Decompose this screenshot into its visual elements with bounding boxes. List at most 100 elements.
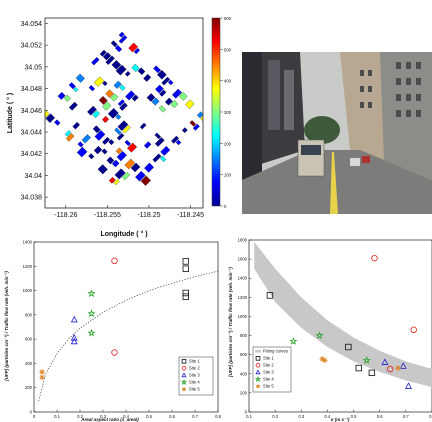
map-xlabel: Longitude ( ° )	[100, 230, 147, 238]
point-site-2	[112, 258, 118, 264]
legend-label: Site 5	[263, 384, 274, 389]
map-ylabel: Latitude ( ° )	[6, 93, 14, 134]
y-tick-label: 800	[240, 333, 248, 338]
map-xtick-label: -118.26	[54, 212, 77, 219]
building-block	[160, 156, 166, 162]
map-ytick-label: 34.04	[24, 173, 42, 180]
y-tick-label: 200	[25, 385, 33, 390]
building-block	[140, 123, 146, 129]
x-tick-label: 0.4	[123, 414, 129, 419]
street-photo	[242, 52, 432, 214]
x-tick-label: 0.2	[77, 414, 83, 419]
y-tick-label: 1200	[238, 295, 248, 300]
building-block	[73, 122, 80, 129]
y-tick-label: 600	[25, 337, 33, 342]
map-buildings	[38, 31, 211, 204]
legend-marker	[182, 387, 186, 391]
building-block	[94, 146, 102, 154]
building-block	[125, 140, 131, 146]
y-tick-label: 400	[240, 371, 248, 376]
point-site-3	[71, 335, 77, 340]
x-tick-label: 0.6	[169, 414, 175, 419]
point-site-1	[369, 370, 375, 376]
legend-label: Site 3	[189, 373, 200, 378]
building-block	[102, 137, 110, 145]
map-panel: -118.26 -118.255 -118.25 -118.24534.05434.0…	[6, 16, 232, 238]
x-tick-label: 0	[33, 414, 36, 419]
building-block	[94, 77, 104, 87]
colorbar-tick-label: 0	[224, 204, 227, 209]
point-site-5	[322, 358, 328, 364]
x-tick-label: 0.1	[54, 414, 60, 419]
map-ytick-label: 34.038	[21, 195, 43, 202]
point-site-3	[71, 317, 77, 322]
map-ytick-label: 34.042	[21, 151, 43, 158]
point-site-2	[372, 255, 378, 261]
x-tick-label: 0.5	[351, 414, 357, 419]
building-block	[102, 116, 109, 123]
map-ytick-label: 34.054	[21, 21, 43, 28]
legend-label: Site 5	[189, 387, 200, 392]
x-tick-label: 0.8	[215, 414, 221, 419]
point-site-1	[183, 259, 189, 265]
point-site-5	[395, 365, 401, 371]
map-xtick-label: -118.245	[177, 212, 204, 219]
map-frame	[45, 18, 203, 208]
building-block	[190, 120, 196, 126]
building-block	[98, 164, 108, 174]
map-ytick-label: 34.044	[21, 130, 43, 137]
y-tick-label: 600	[240, 352, 248, 357]
point-site-4	[291, 338, 297, 344]
building-block	[73, 87, 78, 92]
y-tick-label: 1000	[238, 314, 248, 319]
colorbar-tick-label: 200	[224, 141, 232, 146]
point-site-1	[356, 365, 362, 371]
legend-label: Site 1	[189, 359, 200, 364]
y-tick-label: 1400	[23, 240, 33, 245]
building-block	[54, 120, 60, 126]
y-tick-label: 1800	[238, 238, 248, 243]
x-tick-label: 0.6	[377, 414, 383, 419]
legend-marker	[255, 350, 261, 353]
point-site-1	[183, 290, 189, 296]
building-block	[144, 141, 151, 148]
point-site-4	[89, 311, 95, 317]
x-tick-label: 0.3	[298, 414, 304, 419]
chart1-ylabel: [UFP] (particles cm⁻³) / Traffic flow ra…	[4, 271, 9, 382]
legend-label: Site 2	[189, 366, 200, 371]
y-tick-label: 1200	[23, 264, 33, 269]
legend-label: Site 1	[263, 356, 274, 361]
point-site-5	[39, 375, 45, 381]
map-ytick-label: 34.048	[21, 86, 43, 93]
building-block	[91, 57, 99, 65]
x-tick-label: 0.7	[192, 414, 198, 419]
legend-label: Site 3	[263, 370, 274, 375]
building-block	[144, 163, 153, 172]
colorbar-tick-label: 300	[224, 110, 232, 115]
y-tick-label: 1400	[238, 276, 248, 281]
point-site-3	[406, 383, 412, 388]
x-tick-label: 0.4	[325, 414, 331, 419]
building-block	[153, 66, 160, 73]
point-site-4	[89, 291, 95, 297]
point-site-1	[183, 294, 189, 300]
building-block	[102, 81, 107, 86]
x-tick-label: 0.7	[403, 414, 409, 419]
building-block	[143, 74, 151, 82]
legend-label: Fitting curves	[263, 349, 288, 354]
legend-label: Site 4	[263, 377, 274, 382]
map-ytick-label: 34.046	[21, 108, 43, 115]
y-tick-label: 200	[240, 390, 248, 395]
point-site-2	[411, 327, 417, 333]
building-block	[76, 74, 85, 83]
legend-marker	[256, 384, 260, 388]
map-ytick-label: 34.05	[24, 64, 42, 71]
point-site-5	[39, 369, 45, 375]
y-tick-label: 1000	[23, 288, 33, 293]
building-block	[168, 80, 173, 85]
building-block	[125, 71, 130, 76]
building-block	[161, 146, 171, 156]
building-block	[117, 133, 124, 140]
chart2-xlabel: σ (m s⁻¹)	[331, 417, 350, 422]
